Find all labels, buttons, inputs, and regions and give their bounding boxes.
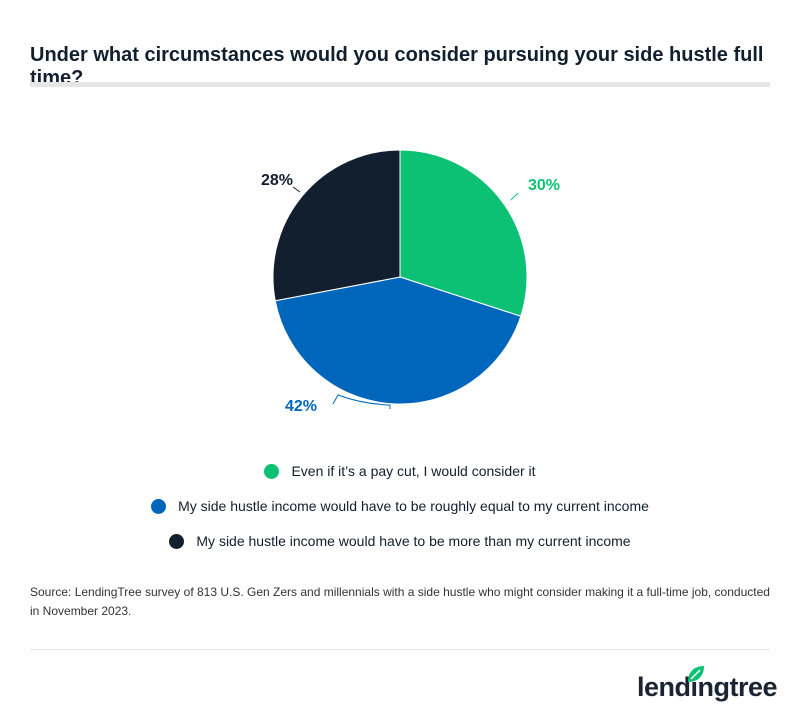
lendingtree-logo: lendingtree xyxy=(637,666,778,703)
logo-text: lendingtree xyxy=(637,672,778,702)
legend-item: Even if it’s a pay cut, I would consider… xyxy=(0,461,800,481)
legend-label: My side hustle income would have to be r… xyxy=(178,498,649,514)
data-label: 42% xyxy=(285,398,317,415)
legend-item: My side hustle income would have to be m… xyxy=(0,531,800,551)
pie-slice xyxy=(274,276,522,405)
title-divider xyxy=(30,82,770,87)
leader-line xyxy=(510,192,519,201)
legend-item: My side hustle income would have to be r… xyxy=(0,496,800,516)
legend-swatch xyxy=(151,498,167,514)
legend-swatch xyxy=(264,463,280,479)
legend-label: My side hustle income would have to be m… xyxy=(196,533,631,549)
pie-slice xyxy=(399,149,528,317)
pie-slice xyxy=(272,149,401,302)
footer-divider xyxy=(30,649,770,650)
leader-line xyxy=(292,186,301,193)
leaf-icon xyxy=(688,666,704,682)
legend-swatch xyxy=(169,533,185,549)
data-label: 28% xyxy=(261,172,293,189)
legend: Even if it’s a pay cut, I would consider… xyxy=(0,461,800,566)
pie-chart: 30% 42% 28% xyxy=(261,149,560,415)
legend-label: Even if it’s a pay cut, I would consider… xyxy=(291,463,536,479)
leader-line xyxy=(332,394,391,409)
source-note: Source: LendingTree survey of 813 U.S. G… xyxy=(30,585,770,618)
data-label: 30% xyxy=(528,177,560,194)
